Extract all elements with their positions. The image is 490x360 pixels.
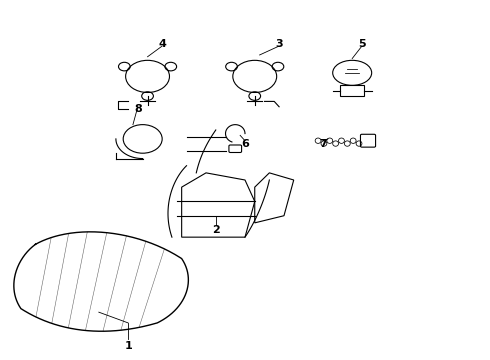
Text: 5: 5	[358, 39, 366, 49]
Text: 7: 7	[319, 139, 327, 149]
Polygon shape	[14, 232, 188, 331]
Text: 3: 3	[275, 39, 283, 49]
Text: 6: 6	[241, 139, 249, 149]
Text: 2: 2	[212, 225, 220, 235]
Text: 4: 4	[158, 39, 166, 49]
Text: 1: 1	[124, 341, 132, 351]
Text: 8: 8	[134, 104, 142, 113]
